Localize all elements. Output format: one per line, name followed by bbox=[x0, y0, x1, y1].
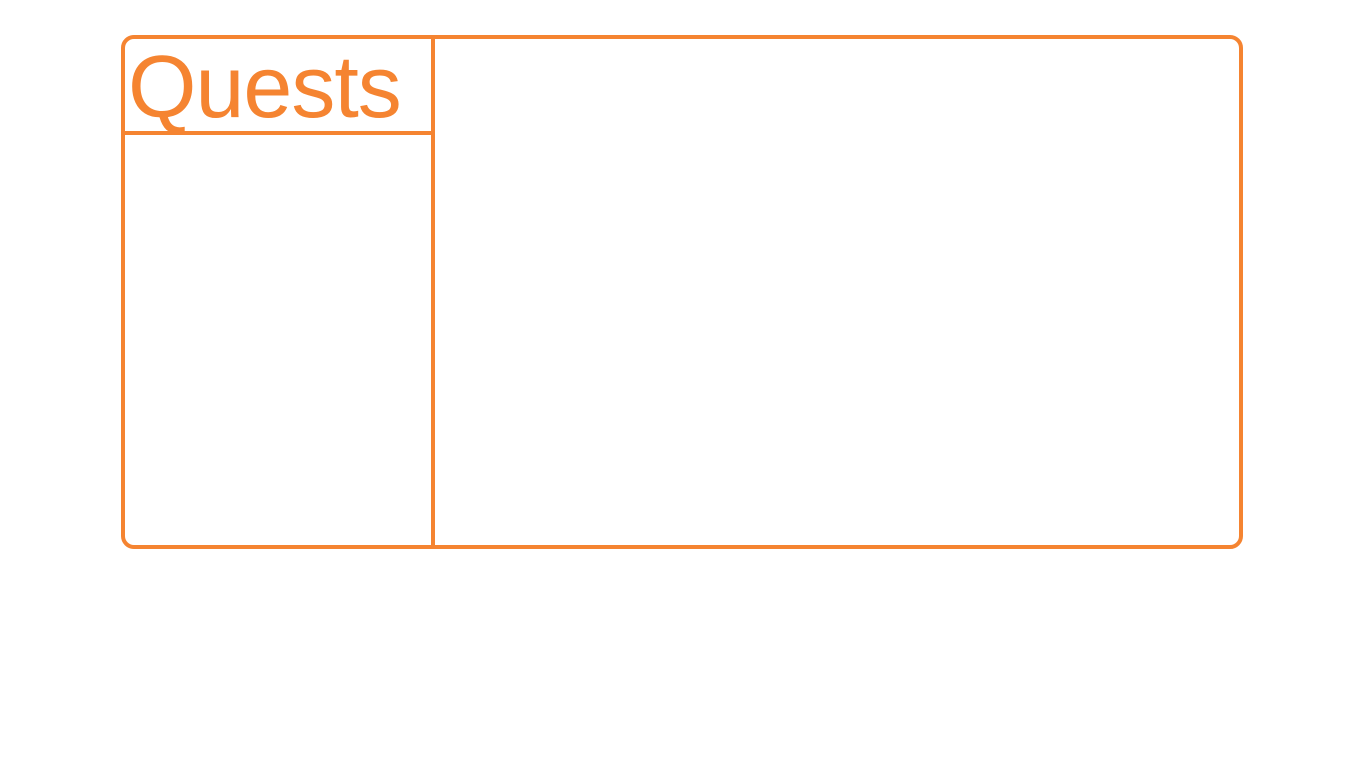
quest-list bbox=[125, 135, 431, 545]
quest-title: Quests bbox=[128, 39, 402, 135]
quest-detail-panel bbox=[435, 39, 1239, 545]
quest-header: Quests bbox=[125, 39, 431, 135]
quest-sidebar: Quests bbox=[125, 39, 435, 545]
quest-window: Quests bbox=[121, 35, 1243, 549]
